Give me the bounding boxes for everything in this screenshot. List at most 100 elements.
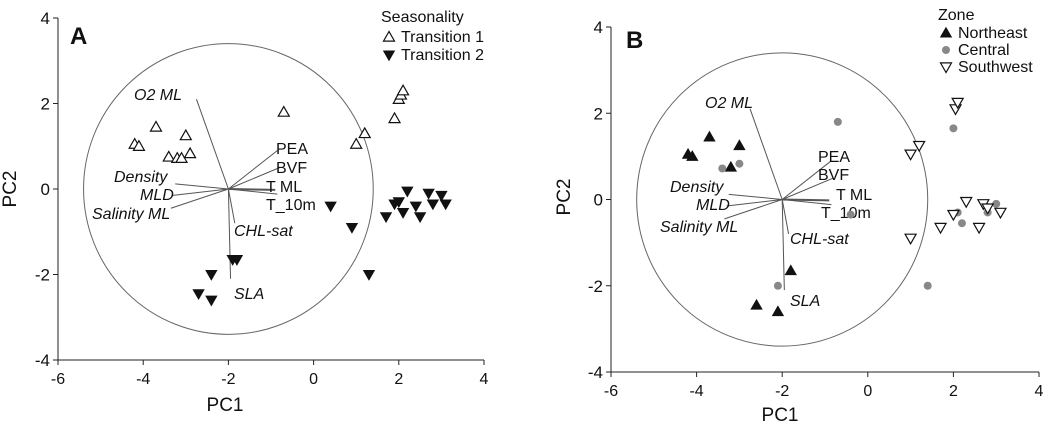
data-point <box>957 219 966 228</box>
panel-label: A <box>70 23 87 50</box>
loading-vector <box>782 199 832 206</box>
loading-vector <box>228 188 276 191</box>
loading-label: PEA <box>276 141 308 158</box>
data-point <box>396 207 410 219</box>
loading-vector <box>195 99 229 190</box>
correlation-circle <box>636 52 929 347</box>
loading-vector <box>781 199 790 235</box>
x-tick-label: -4 <box>136 371 150 388</box>
legend-title: Zone <box>938 7 975 24</box>
loading-label: Density <box>114 169 168 186</box>
data-point <box>904 233 918 246</box>
data-point <box>959 196 973 209</box>
y-tick-label: 0 <box>594 191 603 210</box>
data-point <box>192 289 205 301</box>
legend-marker <box>382 30 396 42</box>
data-point <box>773 281 782 290</box>
data-point <box>205 269 218 281</box>
loading-label: T ML <box>266 179 302 196</box>
y-tick-label: -2 <box>35 266 50 285</box>
loading-vector <box>175 183 229 190</box>
loading-vector <box>228 167 280 190</box>
data-point <box>972 222 986 235</box>
y-tick-label: 2 <box>41 95 50 114</box>
data-point <box>422 188 435 200</box>
data-point <box>934 222 948 235</box>
loading-label: O2 ML <box>705 95 753 112</box>
x-tick-label: -4 <box>689 383 703 400</box>
loading-label: Salinity ML <box>92 206 170 223</box>
y-tick-label: 0 <box>41 180 50 199</box>
data-point <box>951 97 965 110</box>
x-tick-label: 2 <box>394 371 403 388</box>
loading-label: T_10m <box>266 197 316 214</box>
x-axis-title: PC1 <box>207 395 244 416</box>
loading-vector <box>728 193 783 200</box>
legend-entry: Transition 2 <box>401 47 484 64</box>
data-point <box>439 199 452 211</box>
data-point <box>205 295 218 307</box>
data-point <box>401 186 414 198</box>
y-axis-title: PC2 <box>0 171 21 208</box>
data-point <box>230 255 244 266</box>
data-point <box>833 117 842 126</box>
loading-vector <box>782 177 834 200</box>
data-point <box>750 298 763 310</box>
series-northeast <box>681 130 797 317</box>
data-point <box>703 130 716 142</box>
data-point <box>912 140 926 153</box>
legend-title: Seasonality <box>381 9 464 26</box>
data-point <box>379 212 393 224</box>
y-axis-title: PC2 <box>554 179 575 216</box>
legend-marker <box>939 62 953 74</box>
y-tick-label: -4 <box>35 351 50 370</box>
data-point <box>724 160 738 172</box>
legend-marker <box>942 46 950 54</box>
data-point <box>162 150 176 162</box>
legend-marker <box>939 26 953 38</box>
loading-label: BVF <box>818 167 849 184</box>
series-transition-2 <box>192 186 452 307</box>
loading-vector <box>170 188 229 209</box>
data-point <box>409 201 423 213</box>
loading-vector <box>228 188 278 195</box>
loading-label: SLA <box>790 293 820 310</box>
loading-label: BVF <box>276 160 307 177</box>
y-tick-label: -4 <box>588 363 603 382</box>
data-point <box>733 139 746 151</box>
legend-marker <box>382 50 396 62</box>
data-point <box>392 197 405 209</box>
data-point <box>396 83 410 96</box>
y-tick-label: 4 <box>41 9 50 28</box>
data-point <box>946 209 960 222</box>
loading-vector <box>172 188 229 196</box>
data-point <box>345 222 359 234</box>
data-point <box>686 150 699 161</box>
legend-entry: Southwest <box>958 59 1033 76</box>
x-tick-label: 0 <box>309 371 318 388</box>
x-tick-label: 4 <box>1035 383 1044 400</box>
loading-vector <box>227 188 232 279</box>
loading-label: CHL-sat <box>790 231 849 248</box>
x-tick-label: -2 <box>221 371 235 388</box>
data-point <box>179 128 193 141</box>
data-point <box>923 281 932 290</box>
y-tick-label: 4 <box>594 18 603 37</box>
loading-vector <box>781 199 785 291</box>
loading-label: T_10m <box>821 205 871 222</box>
data-point <box>992 199 1001 208</box>
x-tick-label: 2 <box>949 383 958 400</box>
data-point <box>388 111 402 124</box>
loading-label: MLD <box>696 197 730 214</box>
data-point <box>993 207 1008 220</box>
series-southwest <box>904 97 1008 246</box>
x-tick-label: 0 <box>863 383 872 400</box>
loading-vector <box>724 199 783 220</box>
series-transition-1 <box>128 83 410 163</box>
correlation-circle <box>83 43 374 335</box>
loading-label: O2 ML <box>134 87 182 104</box>
